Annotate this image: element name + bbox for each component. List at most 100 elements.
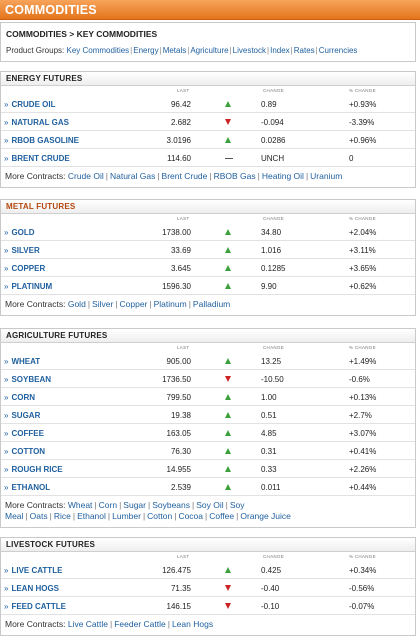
trend-icon [225, 447, 233, 455]
more-contract-link[interactable]: Soy Oil [196, 500, 224, 510]
product-group-link[interactable]: Rates [293, 46, 315, 55]
more-contract-link[interactable]: Corn [98, 500, 118, 510]
more-contract-link[interactable]: Wheat [67, 500, 93, 510]
contract-name-link[interactable]: » FEED CATTLE [4, 602, 66, 611]
contract-name-link[interactable]: » CRUDE OIL [4, 100, 55, 109]
pct-change-value: +3.07% [349, 429, 377, 438]
table-row[interactable]: » COTTON 76.30 0.31 +0.41% [1, 442, 415, 460]
contract-name-link[interactable]: » COTTON [4, 447, 45, 456]
more-contract-link[interactable]: Copper [119, 299, 148, 309]
contract-name-link[interactable]: » WHEAT [4, 357, 40, 366]
trend-icon [225, 136, 233, 144]
table-row[interactable]: » SILVER 33.69 1.016 +3.11% [1, 241, 415, 259]
more-contract-link[interactable]: Palladium [192, 299, 231, 309]
change-value: UNCH [261, 154, 285, 163]
arrow-up-icon [225, 229, 231, 235]
table-row[interactable]: » BRENT CRUDE 114.60 UNCH 0 [1, 149, 415, 167]
contract-name-link[interactable]: » LEAN HOGS [4, 584, 59, 593]
contract-name-link[interactable]: » CORN [4, 393, 35, 402]
bullet-icon: » [4, 566, 9, 575]
table-row[interactable]: » PLATINUM 1596.30 9.90 +0.62% [1, 277, 415, 295]
change-value: 4.85 [261, 429, 277, 438]
more-contract-link[interactable]: Silver [92, 299, 114, 309]
bullet-icon: » [4, 465, 9, 474]
table-row[interactable]: » NATURAL GAS 2.682 -0.094 -3.39% [1, 113, 415, 131]
table-row[interactable]: » RBOB GASOLINE 3.0196 0.0286 +0.96% [1, 131, 415, 149]
more-contract-link[interactable]: Lean Hogs [171, 619, 214, 629]
contract-name-link[interactable]: » RBOB GASOLINE [4, 136, 79, 145]
bullet-icon: » [4, 228, 9, 237]
contract-name-link[interactable]: » LIVE CATTLE [4, 566, 62, 575]
more-contract-link[interactable]: Ethanol [77, 511, 106, 521]
contract-name: LIVE CATTLE [11, 566, 63, 575]
contract-name-link[interactable]: » COPPER [4, 264, 45, 273]
more-contract-link[interactable]: Crude Oil [67, 171, 104, 181]
product-group-link[interactable]: Energy [133, 46, 159, 55]
contract-name-link[interactable]: » BRENT CRUDE [4, 154, 70, 163]
table-row[interactable]: » COFFEE 163.05 4.85 +3.07% [1, 424, 415, 442]
bullet-icon: » [4, 584, 9, 593]
table-row[interactable]: » SOYBEAN 1736.50 -10.50 -0.6% [1, 370, 415, 388]
more-contract-link[interactable]: Oats [29, 511, 48, 521]
more-contract-link[interactable]: Rice [53, 511, 71, 521]
last-price: 126.475 [162, 566, 191, 575]
contract-name-link[interactable]: » GOLD [4, 228, 35, 237]
product-group-link[interactable]: Currencies [318, 46, 358, 55]
product-group-link[interactable]: Agriculture [190, 46, 229, 55]
more-contract-link[interactable]: Live Cattle [67, 619, 109, 629]
table-row[interactable]: » ROUGH RICE 14.955 0.33 +2.26% [1, 460, 415, 478]
more-contract-link[interactable]: Heating Oil [261, 171, 304, 181]
table-row[interactable]: » FEED CATTLE 146.15 -0.10 -0.07% [1, 597, 415, 615]
product-group-link[interactable]: Index [270, 46, 290, 55]
more-contract-link[interactable]: Feeder Cattle [114, 619, 166, 629]
product-group-link[interactable]: Metals [162, 46, 187, 55]
table-row[interactable]: » GOLD 1738.00 34.80 +2.04% [1, 223, 415, 241]
more-contract-link[interactable]: Lumber [112, 511, 141, 521]
more-contract-link[interactable]: Soybeans [152, 500, 191, 510]
more-contract-link[interactable]: Uranium [310, 171, 343, 181]
last-price: 163.05 [166, 429, 191, 438]
table-row[interactable]: » CORN 799.50 1.00 +0.13% [1, 388, 415, 406]
commodities-nav: COMMODITIES > KEY COMMODITIES Product Gr… [0, 22, 416, 62]
trend-icon [225, 228, 233, 236]
contract-name-link[interactable]: » ETHANOL [4, 483, 50, 492]
table-row[interactable]: » WHEAT 905.00 13.25 +1.49% [1, 352, 415, 370]
more-contract-link[interactable]: Soy Meal [5, 500, 245, 521]
contract-name-link[interactable]: » SILVER [4, 246, 40, 255]
more-contract-link[interactable]: RBOB Gas [213, 171, 256, 181]
table-row[interactable]: » CRUDE OIL 96.42 0.89 +0.93% [1, 95, 415, 113]
trend-icon [225, 411, 233, 419]
contract-name-link[interactable]: » ROUGH RICE [4, 465, 63, 474]
last-price: 3.645 [170, 264, 191, 273]
arrow-down-icon [225, 119, 231, 125]
more-contract-link[interactable]: Cotton [147, 511, 173, 521]
column-headers: LAST CHANGE % CHANGE [1, 552, 415, 561]
more-contracts-label: More Contracts: [5, 171, 66, 181]
product-group-link[interactable]: Key Commodities [66, 46, 130, 55]
more-contracts-label: More Contracts: [5, 500, 66, 510]
product-group-link[interactable]: Livestock [232, 46, 267, 55]
arrow-up-icon [225, 394, 231, 400]
table-row[interactable]: » SUGAR 19.38 0.51 +2.7% [1, 406, 415, 424]
table-row[interactable]: » COPPER 3.645 0.1285 +3.65% [1, 259, 415, 277]
contract-name-link[interactable]: » PLATINUM [4, 282, 52, 291]
more-contract-link[interactable]: Brent Crude [161, 171, 208, 181]
agriculture-futures-panel: AGRICULTURE FUTURES LAST CHANGE % CHANGE… [0, 328, 416, 528]
more-contract-link[interactable]: Platinum [153, 299, 187, 309]
trend-icon [225, 465, 233, 473]
more-contract-link[interactable]: Coffee [209, 511, 235, 521]
trend-icon [225, 375, 233, 383]
table-row[interactable]: » LEAN HOGS 71.35 -0.40 -0.56% [1, 579, 415, 597]
contract-name-link[interactable]: » SUGAR [4, 411, 40, 420]
table-row[interactable]: » LIVE CATTLE 126.475 0.425 +0.34% [1, 561, 415, 579]
table-row[interactable]: » ETHANOL 2.539 0.011 +0.44% [1, 478, 415, 496]
contract-name-link[interactable]: » SOYBEAN [4, 375, 51, 384]
more-contract-link[interactable]: Cocoa [178, 511, 204, 521]
contract-name: SUGAR [11, 411, 41, 420]
more-contract-link[interactable]: Orange Juice [240, 511, 291, 521]
contract-name-link[interactable]: » COFFEE [4, 429, 44, 438]
contract-name-link[interactable]: » NATURAL GAS [4, 118, 69, 127]
more-contract-link[interactable]: Gold [67, 299, 86, 309]
more-contract-link[interactable]: Natural Gas [109, 171, 156, 181]
more-contract-link[interactable]: Sugar [123, 500, 146, 510]
